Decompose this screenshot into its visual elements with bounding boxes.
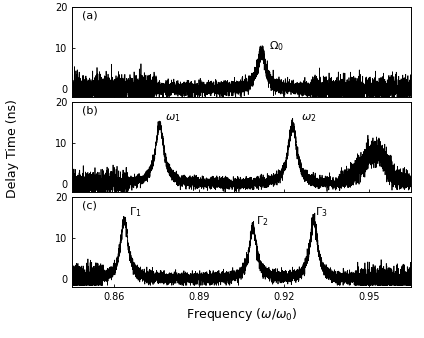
X-axis label: Frequency ($\omega/\omega_0$): Frequency ($\omega/\omega_0$) [186,306,297,323]
Text: $\omega_2$: $\omega_2$ [301,113,316,124]
Text: $\Omega_0$: $\Omega_0$ [268,39,284,53]
Text: $\omega_1$: $\omega_1$ [165,113,181,124]
Text: $\Gamma_2$: $\Gamma_2$ [256,214,268,228]
Text: (b): (b) [82,105,98,115]
Text: $\Gamma_3$: $\Gamma_3$ [315,206,328,219]
Text: Delay Time (ns): Delay Time (ns) [6,99,19,198]
Text: $\Gamma_1$: $\Gamma_1$ [128,206,141,219]
Text: (a): (a) [82,10,98,20]
Text: (c): (c) [82,200,97,211]
